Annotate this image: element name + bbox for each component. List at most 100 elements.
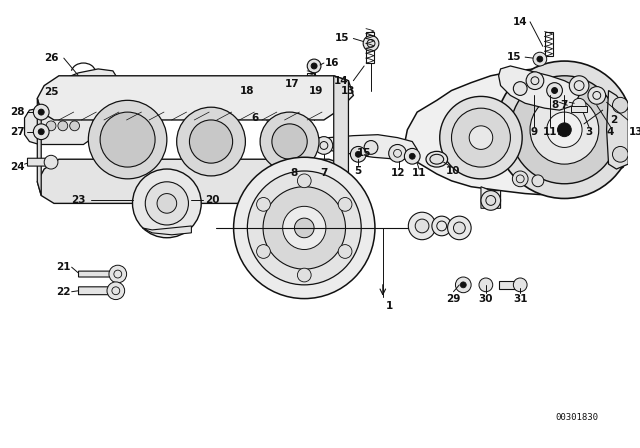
Circle shape xyxy=(612,146,628,162)
Circle shape xyxy=(447,216,471,240)
Polygon shape xyxy=(481,187,500,208)
Circle shape xyxy=(257,245,270,258)
Text: 23: 23 xyxy=(71,195,86,206)
Circle shape xyxy=(294,218,314,238)
Text: 13: 13 xyxy=(341,86,356,95)
Text: 18: 18 xyxy=(240,86,255,95)
Circle shape xyxy=(388,145,406,162)
Circle shape xyxy=(513,82,527,95)
Circle shape xyxy=(58,121,68,131)
Circle shape xyxy=(33,104,49,120)
Circle shape xyxy=(33,124,49,140)
Text: 29: 29 xyxy=(446,293,461,304)
Polygon shape xyxy=(263,134,273,142)
Bar xyxy=(287,78,308,90)
Circle shape xyxy=(440,96,522,179)
Text: 7: 7 xyxy=(561,100,568,110)
Text: 20: 20 xyxy=(205,195,220,206)
Ellipse shape xyxy=(430,154,444,164)
Circle shape xyxy=(552,87,557,94)
Polygon shape xyxy=(37,159,348,203)
Circle shape xyxy=(481,191,500,210)
Text: 30: 30 xyxy=(479,293,493,304)
Text: 19: 19 xyxy=(309,86,323,95)
Circle shape xyxy=(432,216,451,236)
Polygon shape xyxy=(499,66,579,110)
Text: 8: 8 xyxy=(291,168,298,178)
Text: 5: 5 xyxy=(355,166,362,176)
Circle shape xyxy=(533,52,547,66)
Circle shape xyxy=(257,198,270,211)
Circle shape xyxy=(415,219,429,233)
Circle shape xyxy=(364,141,378,154)
Circle shape xyxy=(157,194,177,213)
Polygon shape xyxy=(404,69,626,194)
Circle shape xyxy=(311,63,317,69)
Circle shape xyxy=(189,120,232,163)
Circle shape xyxy=(285,132,304,151)
Circle shape xyxy=(307,59,321,73)
Circle shape xyxy=(532,175,544,187)
Text: 8: 8 xyxy=(551,100,558,110)
Circle shape xyxy=(572,99,586,112)
Circle shape xyxy=(263,187,346,269)
Text: 12: 12 xyxy=(391,168,406,178)
Circle shape xyxy=(526,72,544,90)
Polygon shape xyxy=(79,287,116,295)
Text: 14: 14 xyxy=(513,17,527,27)
Text: 28: 28 xyxy=(10,107,25,117)
Text: 12: 12 xyxy=(557,127,572,137)
Polygon shape xyxy=(142,226,191,235)
Circle shape xyxy=(338,198,352,211)
Polygon shape xyxy=(28,158,51,166)
Circle shape xyxy=(410,153,415,159)
Text: 7: 7 xyxy=(320,168,328,178)
Polygon shape xyxy=(24,108,93,145)
Circle shape xyxy=(547,112,582,147)
Text: 26: 26 xyxy=(44,53,58,63)
Circle shape xyxy=(44,155,58,169)
Circle shape xyxy=(272,124,307,159)
Circle shape xyxy=(496,61,633,198)
Circle shape xyxy=(537,56,543,62)
Circle shape xyxy=(38,109,44,115)
Circle shape xyxy=(260,112,319,171)
Polygon shape xyxy=(572,106,587,112)
Circle shape xyxy=(351,146,366,162)
Text: 22: 22 xyxy=(56,287,71,297)
Circle shape xyxy=(298,174,311,188)
Circle shape xyxy=(234,157,375,299)
Bar xyxy=(307,73,315,100)
Text: 16: 16 xyxy=(324,58,339,68)
Bar xyxy=(545,32,552,56)
Circle shape xyxy=(70,121,79,131)
Circle shape xyxy=(530,95,599,164)
Text: 15: 15 xyxy=(507,52,522,62)
Circle shape xyxy=(454,222,465,234)
Text: 21: 21 xyxy=(56,262,71,272)
Circle shape xyxy=(298,268,311,282)
Circle shape xyxy=(404,148,420,164)
Circle shape xyxy=(266,131,280,145)
Circle shape xyxy=(460,282,466,288)
Circle shape xyxy=(315,137,333,154)
Circle shape xyxy=(363,35,379,51)
Text: 10: 10 xyxy=(446,166,461,176)
Ellipse shape xyxy=(426,151,447,167)
Circle shape xyxy=(469,126,493,149)
Text: 17: 17 xyxy=(285,79,300,89)
Circle shape xyxy=(513,171,528,187)
Text: 00301830: 00301830 xyxy=(556,413,599,422)
Text: 2: 2 xyxy=(610,115,617,125)
Text: 25: 25 xyxy=(44,87,58,98)
Circle shape xyxy=(38,129,44,135)
Text: 6: 6 xyxy=(252,113,259,123)
Polygon shape xyxy=(499,281,520,289)
Circle shape xyxy=(338,245,352,258)
Circle shape xyxy=(100,112,155,167)
Circle shape xyxy=(451,108,511,167)
Text: 14: 14 xyxy=(334,76,349,86)
Circle shape xyxy=(247,171,361,285)
Circle shape xyxy=(547,83,563,99)
Text: 15: 15 xyxy=(357,148,371,158)
